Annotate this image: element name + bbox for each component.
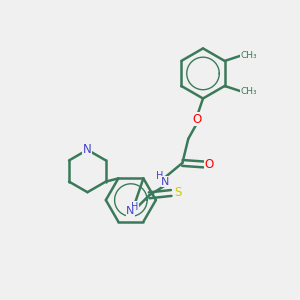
Text: CH₃: CH₃: [241, 87, 257, 96]
Text: CH₃: CH₃: [241, 51, 257, 60]
Text: O: O: [205, 158, 214, 171]
Text: N: N: [161, 176, 170, 187]
Text: N: N: [126, 206, 134, 216]
Text: O: O: [192, 112, 201, 126]
Text: H: H: [131, 202, 139, 212]
Text: S: S: [174, 187, 182, 200]
Text: N: N: [83, 143, 92, 156]
Text: H: H: [156, 171, 164, 181]
